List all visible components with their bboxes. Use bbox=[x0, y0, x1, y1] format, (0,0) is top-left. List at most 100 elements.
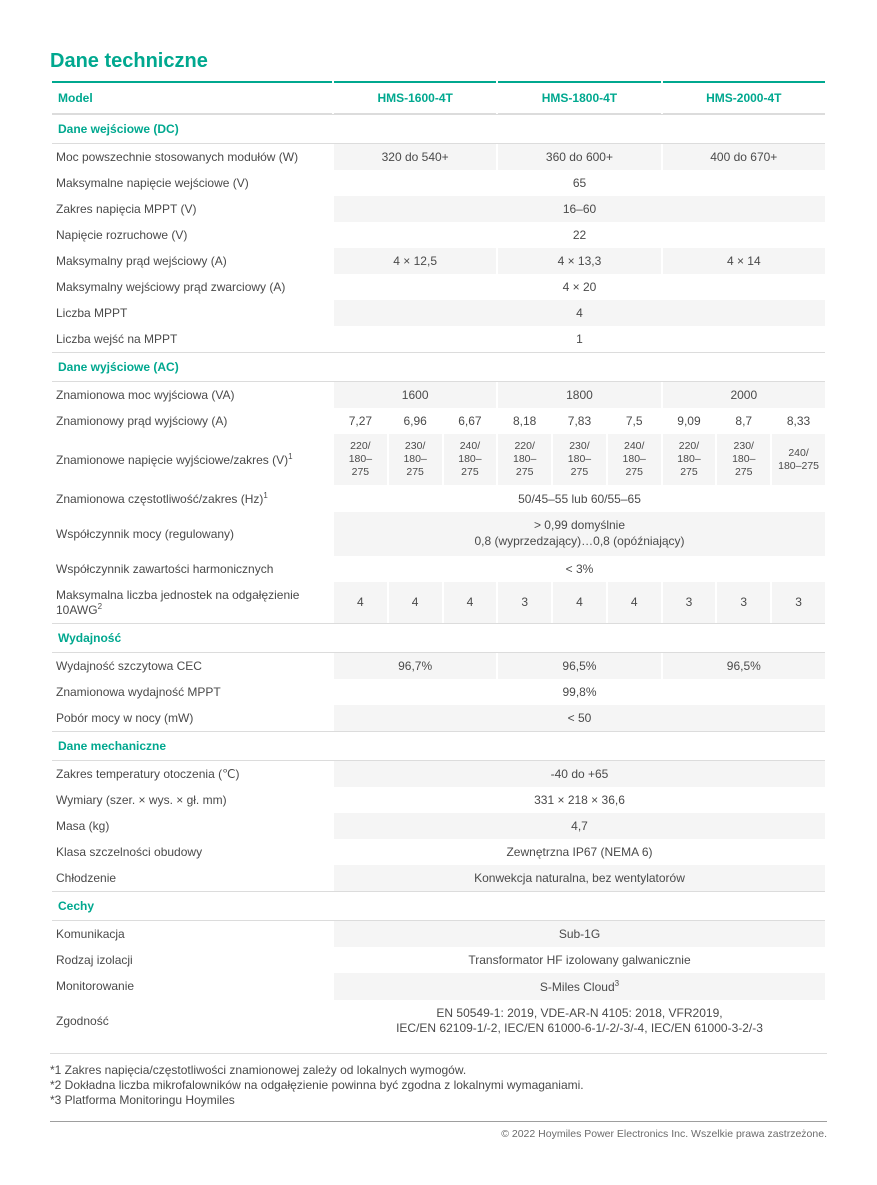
row-val: 400 do 670+ bbox=[663, 144, 825, 170]
page-title: Dane techniczne bbox=[50, 50, 827, 73]
row-label: Zakres temperatury otoczenia (℃) bbox=[52, 761, 332, 787]
table-row: Wydajność szczytowa CEC96,7%96,5%96,5% bbox=[52, 653, 825, 679]
table-row: Współczynnik zawartości harmonicznych< 3… bbox=[52, 556, 825, 582]
row-val: Konwekcja naturalna, bez wentylatorów bbox=[334, 865, 825, 891]
row-label: Maksymalna liczba jednostek na odgałęzie… bbox=[52, 582, 332, 623]
row-val: 4 bbox=[444, 582, 497, 623]
row-val: Zewnętrzna IP67 (NEMA 6) bbox=[334, 839, 825, 865]
row-val: 96,5% bbox=[498, 653, 660, 679]
table-row: Klasa szczelności obudowyZewnętrzna IP67… bbox=[52, 839, 825, 865]
row-label: Liczba MPPT bbox=[52, 300, 332, 326]
row-val: 220/180–275 bbox=[663, 434, 716, 485]
row-label: Moc powszechnie stosowanych modułów (W) bbox=[52, 144, 332, 170]
row-label: Wydajność szczytowa CEC bbox=[52, 653, 332, 679]
row-val: 96,7% bbox=[334, 653, 496, 679]
row-val: Transformator HF izolowany galwanicznie bbox=[334, 947, 825, 973]
row-val: 50/45–55 lub 60/55–65 bbox=[334, 485, 825, 512]
row-val: 96,5% bbox=[663, 653, 825, 679]
row-val: EN 50549-1: 2019, VDE-AR-N 4105: 2018, V… bbox=[334, 1000, 825, 1043]
row-val: 230/180–275 bbox=[553, 434, 606, 485]
row-val: 7,5 bbox=[608, 408, 661, 434]
row-val: 7,83 bbox=[553, 408, 606, 434]
row-label: Monitorowanie bbox=[52, 973, 332, 1000]
header-col-1: HMS-1800-4T bbox=[498, 81, 660, 114]
section-header: Dane mechaniczne bbox=[52, 731, 825, 761]
table-row: Zakres temperatury otoczenia (℃)-40 do +… bbox=[52, 761, 825, 787]
row-val: 6,67 bbox=[444, 408, 497, 434]
row-val: 6,96 bbox=[389, 408, 442, 434]
table-row: Pobór mocy w nocy (mW)< 50 bbox=[52, 705, 825, 731]
row-label: Maksymalny prąd wejściowy (A) bbox=[52, 248, 332, 274]
row-val: 4 bbox=[553, 582, 606, 623]
row-val: 3 bbox=[498, 582, 551, 623]
row-val: 1600 bbox=[334, 382, 496, 408]
row-val: 1 bbox=[334, 326, 825, 352]
row-label: Maksymalny wejściowy prąd zwarciowy (A) bbox=[52, 274, 332, 300]
header-label: Model bbox=[52, 81, 332, 114]
table-row: Maksymalny prąd wejściowy (A)4 × 12,54 ×… bbox=[52, 248, 825, 274]
row-val: 240/180–275 bbox=[444, 434, 497, 485]
row-val: 4,7 bbox=[334, 813, 825, 839]
row-label: Znamionowa wydajność MPPT bbox=[52, 679, 332, 705]
row-label: Maksymalne napięcie wejściowe (V) bbox=[52, 170, 332, 196]
table-row: Rodzaj izolacjiTransformator HF izolowan… bbox=[52, 947, 825, 973]
row-label: Wymiary (szer. × wys. × gł. mm) bbox=[52, 787, 332, 813]
row-label: Znamionowa częstotliwość/zakres (Hz)1 bbox=[52, 485, 332, 512]
section-header: Dane wejściowe (DC) bbox=[52, 114, 825, 144]
row-val: 230/180–275 bbox=[717, 434, 770, 485]
row-val: 3 bbox=[717, 582, 770, 623]
row-val: 3 bbox=[663, 582, 716, 623]
row-val: 4 × 14 bbox=[663, 248, 825, 274]
row-label: Masa (kg) bbox=[52, 813, 332, 839]
row-label: Pobór mocy w nocy (mW) bbox=[52, 705, 332, 731]
row-val: 9,09 bbox=[663, 408, 716, 434]
table-row: Napięcie rozruchowe (V)22 bbox=[52, 222, 825, 248]
row-val: 240/180–275 bbox=[772, 434, 825, 485]
table-row: Liczba MPPT4 bbox=[52, 300, 825, 326]
spec-table: ModelHMS-1600-4THMS-1800-4THMS-2000-4TDa… bbox=[50, 81, 827, 1043]
row-val: 360 do 600+ bbox=[498, 144, 660, 170]
row-label: Znamionowe napięcie wyjściowe/zakres (V)… bbox=[52, 434, 332, 485]
row-val: 4 × 20 bbox=[334, 274, 825, 300]
footnote-1: *1 Zakres napięcia/częstotliwości znamio… bbox=[50, 1063, 827, 1077]
table-row: MonitorowanieS-Miles Cloud3 bbox=[52, 973, 825, 1000]
row-label: Napięcie rozruchowe (V) bbox=[52, 222, 332, 248]
section-header: Wydajność bbox=[52, 623, 825, 653]
row-label: Współczynnik mocy (regulowany) bbox=[52, 512, 332, 555]
table-row: Współczynnik mocy (regulowany)> 0,99 dom… bbox=[52, 512, 825, 555]
row-val: 99,8% bbox=[334, 679, 825, 705]
header-col-0: HMS-1600-4T bbox=[334, 81, 496, 114]
row-val: 331 × 218 × 36,6 bbox=[334, 787, 825, 813]
table-row: Znamionowy prąd wyjściowy (A)7,276,966,6… bbox=[52, 408, 825, 434]
row-val: S-Miles Cloud3 bbox=[334, 973, 825, 1000]
row-val: 4 bbox=[334, 300, 825, 326]
row-label: Rodzaj izolacji bbox=[52, 947, 332, 973]
table-row: KomunikacjaSub-1G bbox=[52, 921, 825, 947]
row-val: -40 do +65 bbox=[334, 761, 825, 787]
row-val: Sub-1G bbox=[334, 921, 825, 947]
footnote-2: *2 Dokładna liczba mikrofalowników na od… bbox=[50, 1078, 827, 1092]
section-header: Dane wyjściowe (AC) bbox=[52, 352, 825, 382]
row-val: 8,7 bbox=[717, 408, 770, 434]
row-label: Liczba wejść na MPPT bbox=[52, 326, 332, 352]
row-val: 2000 bbox=[663, 382, 825, 408]
row-val: 220/180–275 bbox=[498, 434, 551, 485]
row-val: 4 bbox=[608, 582, 661, 623]
row-val: < 3% bbox=[334, 556, 825, 582]
header-col-2: HMS-2000-4T bbox=[663, 81, 825, 114]
row-val: 8,33 bbox=[772, 408, 825, 434]
header-row: ModelHMS-1600-4THMS-1800-4THMS-2000-4T bbox=[52, 81, 825, 114]
row-label: Zgodność bbox=[52, 1000, 332, 1043]
table-row: ZgodnośćEN 50549-1: 2019, VDE-AR-N 4105:… bbox=[52, 1000, 825, 1043]
row-val: 320 do 540+ bbox=[334, 144, 496, 170]
table-row: Moc powszechnie stosowanych modułów (W)3… bbox=[52, 144, 825, 170]
row-val: 4 × 13,3 bbox=[498, 248, 660, 274]
table-row: Znamionowa moc wyjściowa (VA)16001800200… bbox=[52, 382, 825, 408]
row-label: Znamionowa moc wyjściowa (VA) bbox=[52, 382, 332, 408]
row-label: Współczynnik zawartości harmonicznych bbox=[52, 556, 332, 582]
row-val: 1800 bbox=[498, 382, 660, 408]
row-val: 230/180–275 bbox=[389, 434, 442, 485]
row-val: 4 × 12,5 bbox=[334, 248, 496, 274]
footnotes: *1 Zakres napięcia/częstotliwości znamio… bbox=[50, 1053, 827, 1107]
table-row: Zakres napięcia MPPT (V)16–60 bbox=[52, 196, 825, 222]
